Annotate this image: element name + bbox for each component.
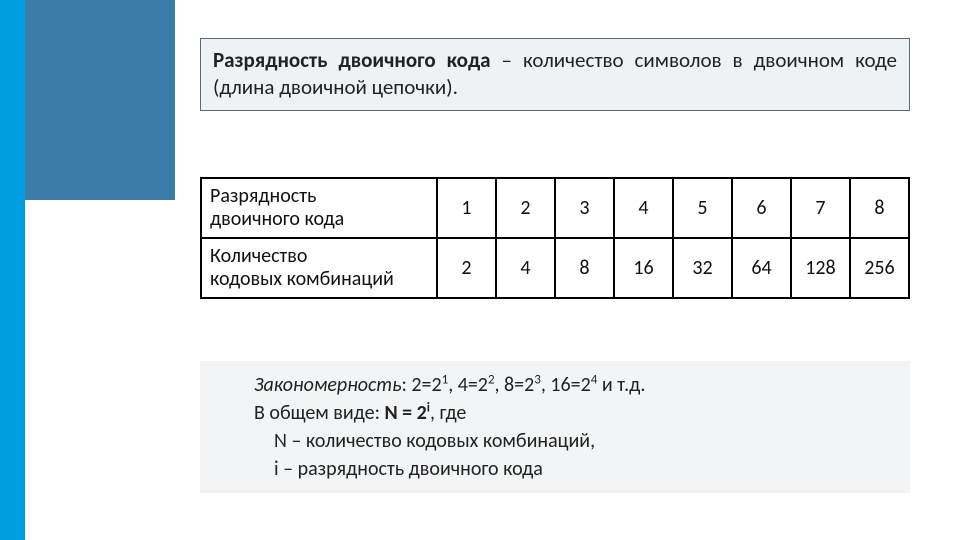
formula-line3: N – количество кодовых комбинаций, (218, 427, 892, 455)
row1-l2: двоичного кода (210, 207, 344, 231)
cell: 256 (850, 238, 909, 298)
formula-line4: i – разрядность двоичного кода (218, 455, 892, 483)
formula-box: Закономерность: 2=21, 4=22, 8=23, 16=24 … (200, 361, 910, 493)
t: , где (430, 401, 466, 425)
top-accent-block (25, 0, 175, 200)
table-wrap: Разрядность двоичного кода 1 2 3 4 5 6 7… (200, 177, 910, 299)
cell: 5 (673, 178, 732, 238)
row1-header: Разрядность двоичного кода (201, 178, 437, 238)
t: , 16=2 (541, 373, 591, 397)
t: 3 (534, 372, 541, 387)
row2-l2: кодовых комбинаций (210, 267, 394, 291)
formula-line1: Закономерность: 2=21, 4=22, 8=23, 16=24 … (218, 371, 892, 399)
slide-content: Разрядность двоичного кода – количество … (200, 38, 910, 493)
formula-label: Закономерность (254, 373, 401, 397)
formula-line2: В общем виде: N = 2i, где (218, 399, 892, 427)
row2-l1: Количество (210, 244, 307, 268)
definition-dash: – (491, 47, 523, 73)
cell: 8 (555, 238, 614, 298)
t: : 2=2 (401, 373, 441, 397)
definition-box: Разрядность двоичного кода – количество … (200, 38, 910, 111)
cell: 2 (437, 238, 496, 298)
i-def: i – разрядность двоичного кода (274, 457, 543, 481)
n-def: N – количество кодовых комбинаций, (274, 429, 595, 453)
cell: 4 (496, 238, 555, 298)
row1-l1: Разрядность (210, 184, 316, 208)
table-row: Разрядность двоичного кода 1 2 3 4 5 6 7… (201, 178, 909, 238)
t: 2 (488, 372, 495, 387)
cell: 8 (850, 178, 909, 238)
row2-header: Количество кодовых комбинаций (201, 238, 437, 298)
cell: 1 (437, 178, 496, 238)
cell: 2 (496, 178, 555, 238)
cell: 32 (673, 238, 732, 298)
definition-term: Разрядность двоичного кода (213, 47, 491, 73)
t: , 4=2 (448, 373, 488, 397)
cell: 128 (791, 238, 850, 298)
cell: 6 (732, 178, 791, 238)
left-sidebar (0, 0, 25, 540)
t: и т.д. (597, 373, 645, 397)
cell: 3 (555, 178, 614, 238)
cell: 7 (791, 178, 850, 238)
t: N = 2 (384, 401, 426, 425)
cell: 4 (614, 178, 673, 238)
table-row: Количество кодовых комбинаций 2 4 8 16 3… (201, 238, 909, 298)
t: , 8=2 (495, 373, 535, 397)
binary-table: Разрядность двоичного кода 1 2 3 4 5 6 7… (200, 177, 910, 299)
cell: 16 (614, 238, 673, 298)
t: В общем виде: (254, 401, 384, 425)
cell: 64 (732, 238, 791, 298)
